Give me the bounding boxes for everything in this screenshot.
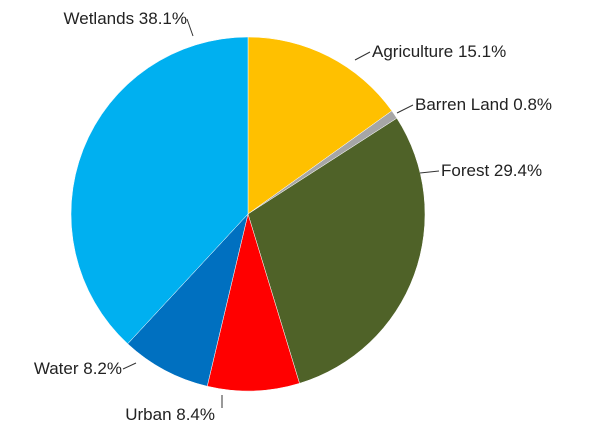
slice-urban bbox=[206, 213, 300, 392]
leader-agriculture bbox=[354, 51, 371, 61]
label-agriculture: Agriculture 15.1% bbox=[372, 42, 506, 61]
label-water: Water 8.2% bbox=[34, 359, 122, 378]
leader-forest bbox=[419, 170, 440, 174]
label-urban: Urban 8.4% bbox=[125, 405, 215, 424]
label-forest: Forest 29.4% bbox=[441, 161, 542, 180]
label-wetlands: Wetlands 38.1% bbox=[64, 9, 187, 28]
leader-barren-land bbox=[396, 104, 414, 114]
slice-wetlands bbox=[70, 36, 249, 345]
pie-slices bbox=[70, 36, 426, 392]
label-barren-land: Barren Land 0.8% bbox=[415, 95, 552, 114]
slice-forest bbox=[247, 117, 426, 384]
slice-agriculture bbox=[247, 36, 393, 215]
leader-wetlands bbox=[186, 18, 194, 37]
slice-water bbox=[127, 213, 249, 387]
slice-labels: Agriculture 15.1% Barren Land 0.8% Forest … bbox=[34, 9, 552, 424]
label-leaders bbox=[122, 18, 440, 408]
leader-water bbox=[122, 362, 137, 370]
